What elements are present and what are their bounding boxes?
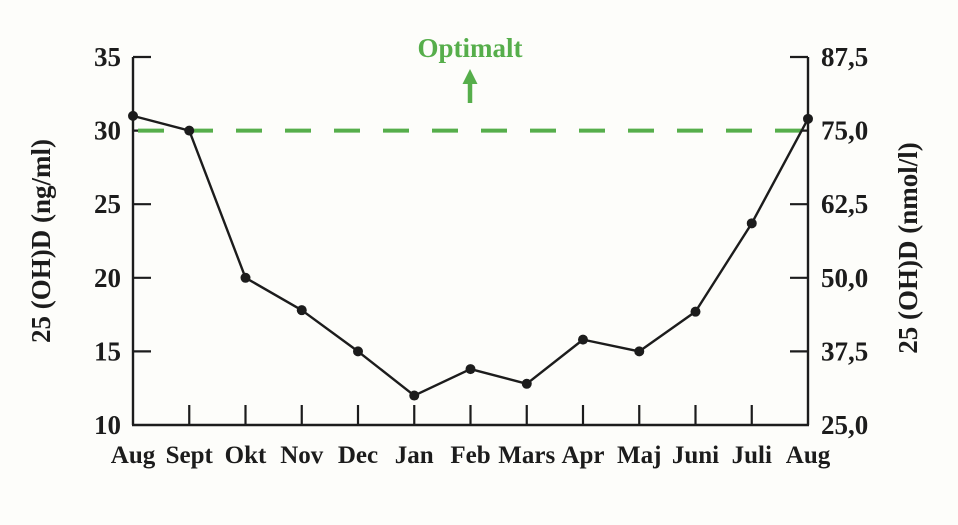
data-point (634, 346, 645, 357)
data-point (240, 272, 251, 283)
data-point (128, 110, 138, 121)
month-label: Feb (450, 442, 490, 469)
month-label: Dec (338, 442, 378, 469)
data-point (803, 113, 813, 124)
data-point (353, 346, 363, 357)
month-label: Aug (111, 442, 156, 469)
left-tick-label: 10 (94, 410, 121, 440)
month-label: Nov (280, 442, 324, 469)
right-axis-title: 25 (OH)D (nmol/l) (893, 142, 923, 353)
month-label: Mars (498, 442, 555, 469)
data-point (521, 378, 532, 389)
data-point (578, 334, 588, 345)
data-point (296, 305, 307, 316)
data-point (690, 306, 701, 317)
up-arrow-head-icon (462, 69, 478, 84)
month-label: Maj (617, 442, 661, 469)
right-tick-label: 37,5 (821, 336, 868, 366)
data-point (184, 125, 195, 136)
left-tick-label: 15 (94, 336, 121, 366)
month-label: Juli (732, 442, 772, 469)
data-point (746, 218, 757, 229)
right-tick-label: 25,0 (821, 410, 868, 440)
right-tick-label: 75,0 (821, 116, 868, 146)
right-tick-label: 62,5 (821, 189, 868, 219)
left-tick-label: 20 (94, 263, 121, 293)
left-tick-label: 30 (94, 116, 121, 146)
left-tick-label: 35 (94, 42, 121, 72)
data-line (132, 114, 810, 397)
right-tick-label: 50,0 (821, 263, 868, 293)
data-point (465, 364, 476, 375)
optimal-annotation-label: Optimalt (418, 33, 523, 63)
month-label: Juni (672, 442, 719, 469)
right-tick-label: 87,5 (821, 42, 868, 72)
month-label: Aug (786, 442, 831, 469)
left-tick-label: 25 (94, 189, 121, 219)
month-label: Okt (225, 442, 267, 469)
data-point (409, 390, 420, 401)
month-label: Jan (395, 442, 434, 469)
month-label: Apr (561, 442, 604, 469)
month-label: Sept (166, 442, 214, 469)
left-axis-title: 25 (OH)D (ng/ml) (26, 139, 56, 343)
